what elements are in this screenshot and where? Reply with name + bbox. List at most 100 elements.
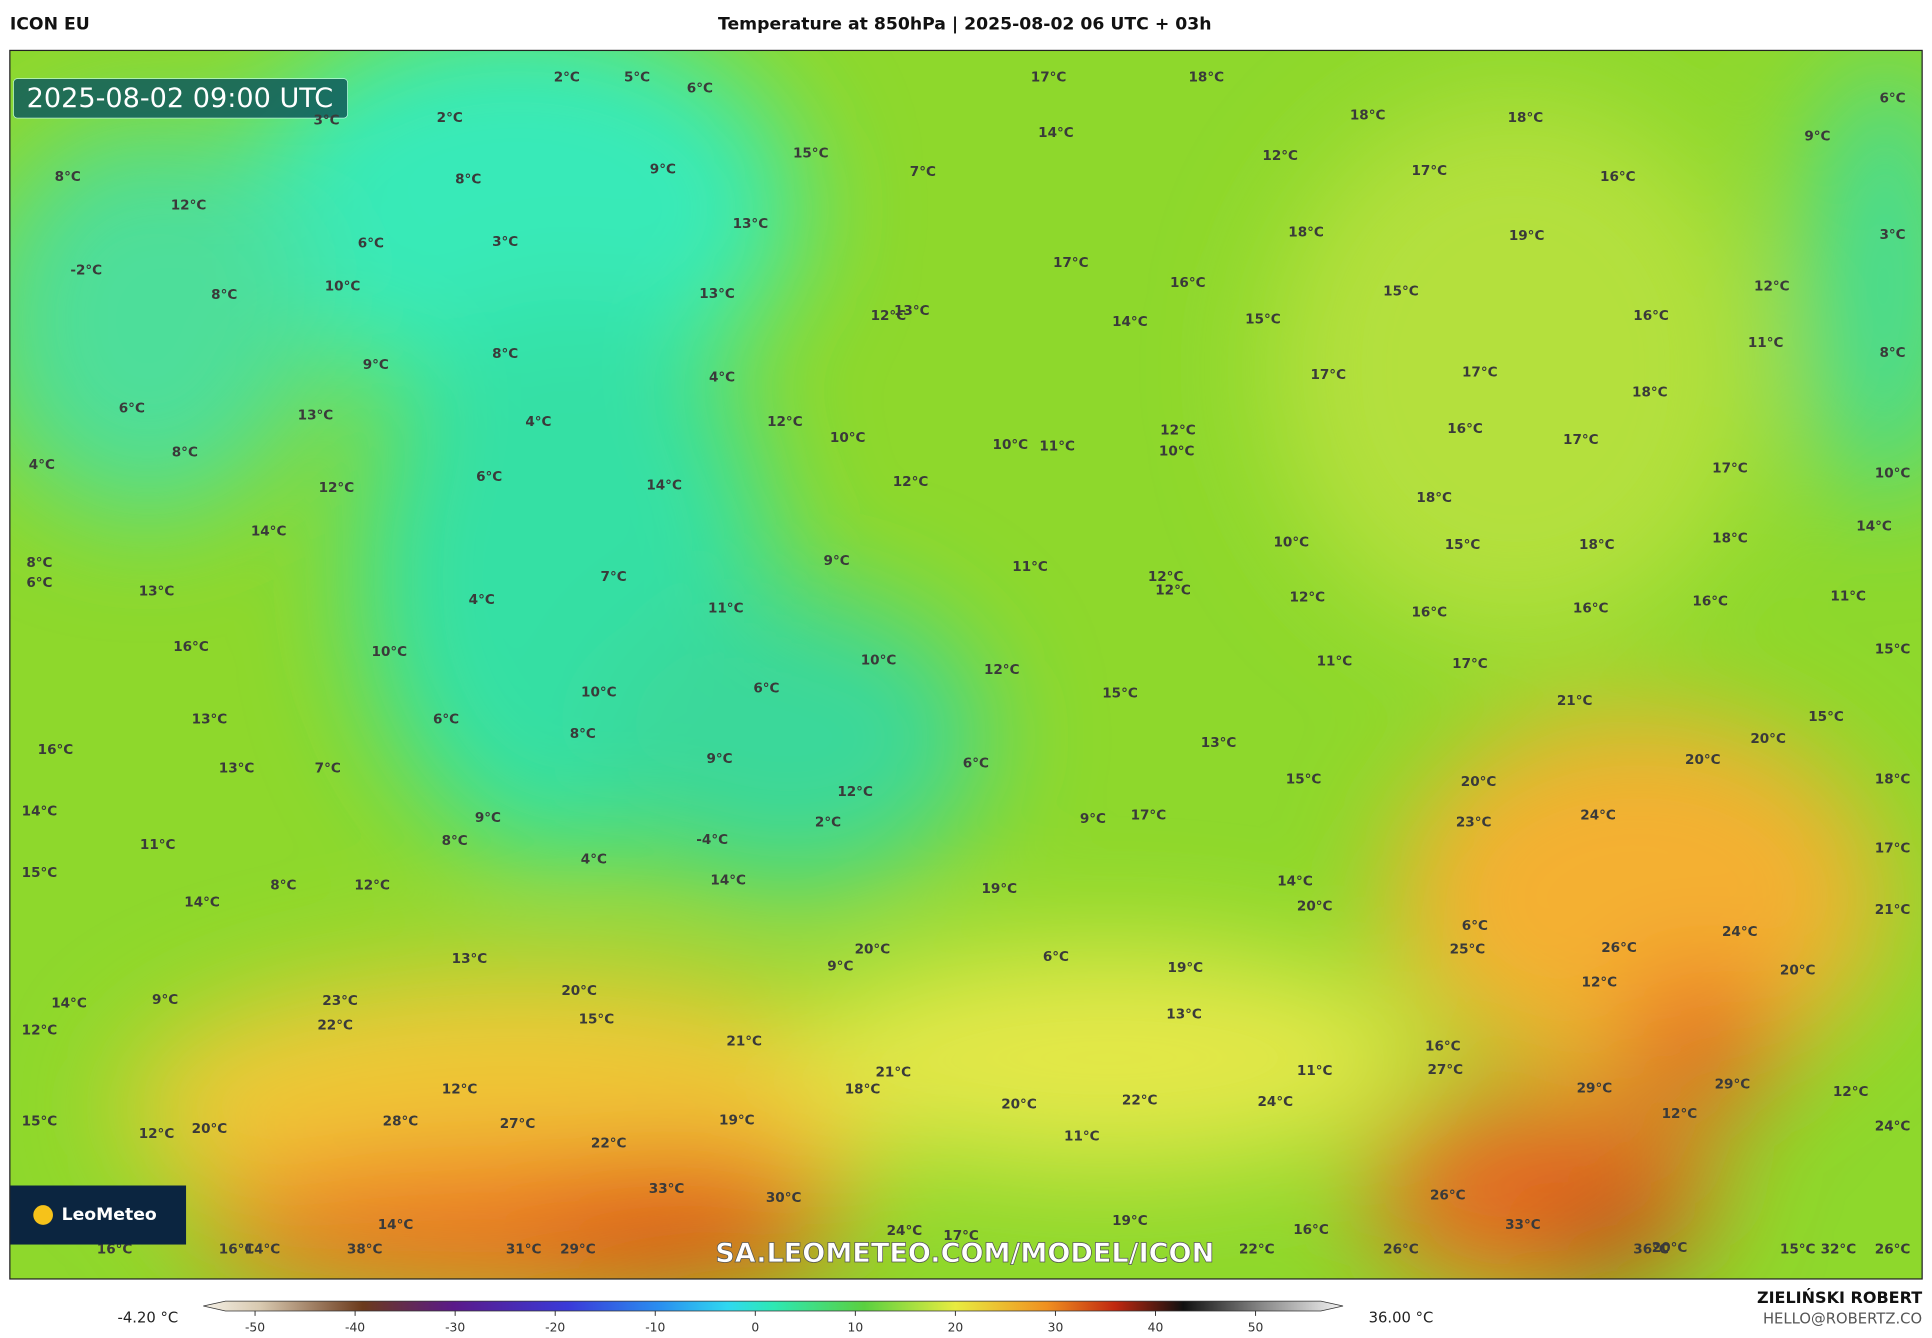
temperature-label: 17°C [943,1228,979,1244]
temperature-label: 12°C [442,1082,478,1098]
watermark: SA.LEOMETEO.COM/MODEL/ICON [715,1238,1214,1269]
temperature-label: 13°C [219,761,255,777]
temperature-label: -4°C [696,832,728,848]
temperature-label: 9°C [1080,811,1106,827]
temperature-label: 2°C [815,815,841,831]
colorbar-tick-label: 40 [1148,1321,1164,1335]
temperature-label: 9°C [706,751,732,767]
temperature-label: 31°C [506,1241,542,1257]
temperature-label: 24°C [1875,1118,1911,1134]
temperature-label: 15°C [1780,1241,1816,1257]
temperature-label: 6°C [963,756,989,772]
logo-sun [33,1205,53,1225]
temperature-label: 11°C [1039,438,1075,454]
temperature-label: 14°C [251,523,287,539]
temperature-label: 16°C [38,742,74,758]
temperature-label: 16°C [1293,1222,1329,1238]
temperature-label: 21°C [876,1064,912,1080]
temperature-label: 23°C [1456,815,1492,831]
temperature-label: 15°C [1245,312,1281,328]
temperature-label: 18°C [1416,490,1452,506]
temperature-label: 2°C [437,110,463,126]
temperature-label: 19°C [1168,960,1204,976]
temperature-label: 8°C [492,346,518,362]
temperature-label: 8°C [172,445,198,461]
temperature-label: 29°C [1715,1077,1751,1093]
temperature-label: 8°C [55,169,81,185]
temperature-label: 11°C [1748,335,1784,351]
temperature-label: 24°C [1257,1094,1293,1110]
temperature-label: 21°C [1875,902,1911,918]
temperature-label: 12°C [22,1023,58,1039]
temperature-label: 20°C [1652,1240,1688,1256]
temperature-label: 24°C [1722,924,1758,940]
temperature-label: 22°C [317,1018,353,1034]
temperature-label: 8°C [270,877,296,893]
temperature-label: 12°C [893,474,929,490]
temperature-label: 20°C [1001,1096,1037,1112]
contact: HELLO@ROBERTZ.CO [1763,1311,1922,1328]
temperature-label: 17°C [1131,807,1167,823]
field-shading [9,50,1923,1279]
temperature-label: 12°C [837,784,873,800]
temperature-label: 19°C [1112,1213,1148,1229]
temperature-label: 12°C [1662,1106,1698,1122]
temperature-label: 16°C [219,1241,255,1257]
temperature-label: 18°C [1579,537,1615,553]
temperature-label: 6°C [1879,90,1905,106]
temperature-label: 7°C [601,569,627,585]
temperature-label: 22°C [1122,1093,1158,1109]
temperature-label: 17°C [1712,461,1748,477]
temperature-label: 17°C [1462,365,1498,381]
temperature-label: 6°C [26,575,52,591]
temperature-label: 16°C [173,639,209,655]
temperature-label: 15°C [579,1011,615,1027]
temperature-label: 13°C [139,584,175,600]
temperature-label: 15°C [793,146,829,162]
temperature-label: 13°C [1166,1007,1202,1023]
temperature-label: 8°C [26,555,52,571]
temperature-label: 18°C [1632,384,1668,400]
temperature-label: 6°C [687,81,713,97]
timestamp-box [13,78,348,119]
temperature-label: 6°C [119,400,145,416]
temperature-label: 18°C [1288,224,1324,240]
temperature-label: 12°C [1155,582,1191,598]
temperature-label: 11°C [708,601,744,617]
temperature-label: 17°C [1031,69,1067,85]
temperature-label: 16°C [1425,1039,1461,1055]
temperature-label: -2°C [70,263,102,279]
temperature-label: 9°C [650,162,676,178]
temperature-label: 21°C [1557,693,1593,709]
temperature-label: 6°C [433,711,459,727]
temperature-label: 4°C [29,457,55,473]
temperature-label: 11°C [1830,588,1866,604]
temperature-label: 16°C [97,1241,133,1257]
temperature-label: 8°C [455,172,481,188]
temperature-label: 13°C [452,951,488,967]
temperature-label: 32°C [1821,1241,1857,1257]
temperature-label: 14°C [51,996,87,1012]
temperature-label: 4°C [709,370,735,386]
temperature-label: 33°C [1505,1217,1541,1233]
temperature-label: 33°C [649,1181,685,1197]
temperature-field: 2025-08-02 09:00 UTC 2°C 5°C 6°C 17°C 18°C 18… [9,50,1923,1279]
temperature-label: 26°C [1875,1241,1911,1257]
temperature-label: 15°C [1102,686,1138,702]
temperature-label: 10°C [830,430,866,446]
temperature-label: 26°C [1430,1187,1466,1203]
temperature-label: 27°C [500,1116,536,1132]
temperature-label: 30°C [766,1190,802,1206]
temperature-label: 12°C [139,1126,175,1142]
temperature-label: 19°C [1509,228,1545,244]
temperature-label: 17°C [1875,841,1911,857]
temperature-label: 10°C [581,684,617,700]
temperature-label: 7°C [910,164,936,180]
temperature-label: 11°C [1012,559,1048,575]
temperature-label: 12°C [1754,279,1790,295]
temperature-label: 10°C [1274,534,1310,550]
temperature-label: 14°C [1112,314,1148,330]
temperature-label: 22°C [591,1136,627,1152]
temperature-label: 29°C [560,1241,596,1257]
